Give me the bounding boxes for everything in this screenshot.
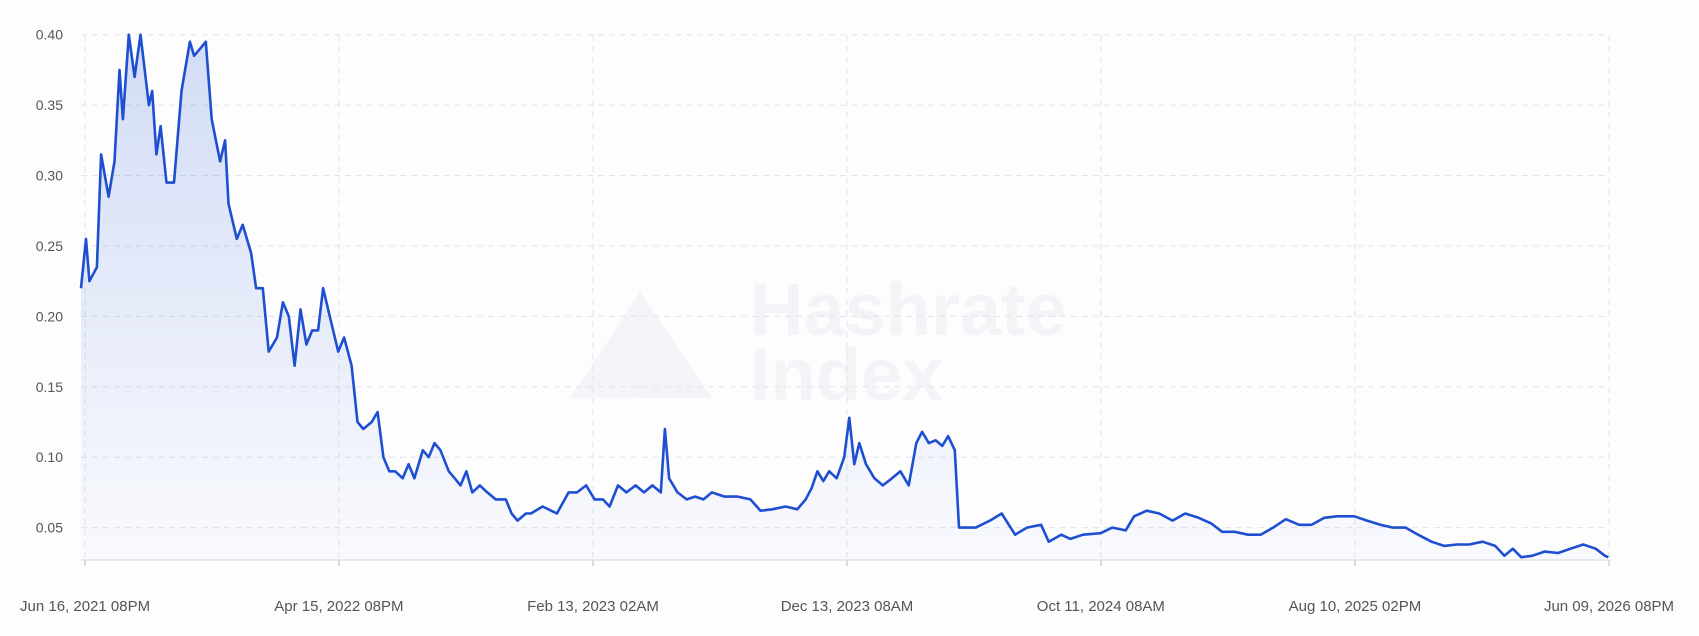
y-tick-label: 0.35 xyxy=(36,97,63,113)
y-tick-label: 0.25 xyxy=(36,238,63,254)
y-tick-label: 0.20 xyxy=(36,308,63,324)
y-tick-label: 0.15 xyxy=(36,379,63,395)
y-tick-label: 0.40 xyxy=(36,27,63,43)
y-tick-label: 0.05 xyxy=(36,520,63,536)
x-tick-label: Oct 11, 2024 08AM xyxy=(1037,598,1165,615)
watermark-text: Hashrate xyxy=(750,268,1067,351)
watermark-logo xyxy=(570,292,712,398)
x-tick-label: Dec 13, 2023 08AM xyxy=(781,598,914,615)
x-tick-label: Jun 09, 2026 08PM xyxy=(1544,598,1674,615)
y-tick-label: 0.30 xyxy=(36,168,63,184)
x-tick-label: Aug 10, 2025 02PM xyxy=(1289,598,1422,615)
x-tick-label: Feb 13, 2023 02AM xyxy=(527,598,659,615)
x-tick-label: Apr 15, 2022 08PM xyxy=(274,598,403,615)
watermark: Hashrate Index xyxy=(570,268,1067,416)
y-tick-label: 0.10 xyxy=(36,449,63,465)
x-tick-label: Jun 16, 2021 08PM xyxy=(20,598,150,615)
line xyxy=(79,33,1609,559)
